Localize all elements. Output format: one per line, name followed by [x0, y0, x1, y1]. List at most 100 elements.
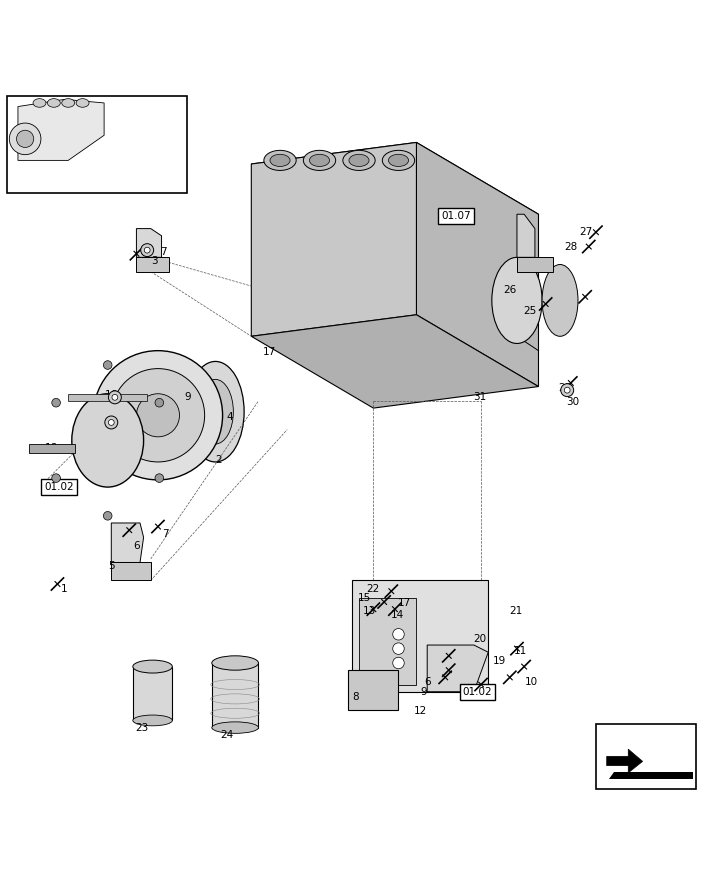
Text: 26: 26 — [503, 285, 516, 295]
Text: 13: 13 — [363, 606, 376, 615]
Circle shape — [105, 416, 118, 429]
Text: 15: 15 — [358, 593, 371, 603]
Ellipse shape — [343, 150, 375, 170]
Circle shape — [136, 393, 180, 437]
Ellipse shape — [197, 379, 233, 444]
Circle shape — [9, 123, 41, 155]
Ellipse shape — [383, 150, 415, 170]
Text: 30: 30 — [566, 397, 579, 408]
Polygon shape — [111, 562, 151, 581]
Text: 4: 4 — [226, 412, 233, 422]
Polygon shape — [427, 645, 488, 692]
Polygon shape — [416, 142, 538, 386]
Text: 28: 28 — [564, 242, 577, 251]
Circle shape — [155, 399, 164, 407]
Ellipse shape — [187, 361, 244, 462]
Polygon shape — [251, 142, 416, 337]
Circle shape — [393, 657, 404, 669]
Ellipse shape — [492, 258, 542, 344]
Bar — [212, 663, 258, 727]
Text: 25: 25 — [523, 306, 536, 316]
Ellipse shape — [47, 99, 60, 107]
Text: 7: 7 — [162, 528, 169, 539]
Text: 01.07: 01.07 — [441, 210, 471, 221]
Text: 8: 8 — [352, 692, 359, 702]
Text: 9: 9 — [420, 686, 427, 697]
Text: 2: 2 — [215, 455, 223, 464]
Ellipse shape — [309, 155, 330, 166]
Text: 6: 6 — [133, 541, 140, 551]
Circle shape — [393, 643, 404, 654]
Text: 01.02: 01.02 — [462, 686, 493, 697]
Bar — [596, 724, 696, 789]
Text: 10: 10 — [525, 678, 538, 687]
Text: 23: 23 — [136, 723, 149, 733]
Text: 18: 18 — [45, 442, 58, 453]
Text: 14: 14 — [87, 421, 100, 431]
Ellipse shape — [72, 393, 144, 488]
Ellipse shape — [212, 722, 258, 733]
Ellipse shape — [62, 99, 75, 107]
Text: 20: 20 — [473, 634, 486, 645]
Ellipse shape — [304, 150, 335, 170]
Text: 6: 6 — [424, 678, 431, 687]
Circle shape — [103, 361, 112, 369]
Circle shape — [561, 384, 574, 397]
Ellipse shape — [76, 99, 89, 107]
Ellipse shape — [133, 715, 172, 725]
Text: 17: 17 — [263, 347, 276, 357]
Text: 22: 22 — [367, 584, 380, 594]
Ellipse shape — [349, 155, 369, 166]
Bar — [359, 599, 416, 685]
Text: 27: 27 — [579, 227, 592, 237]
Polygon shape — [607, 749, 643, 773]
Polygon shape — [251, 314, 538, 408]
Circle shape — [93, 351, 223, 480]
Circle shape — [141, 243, 154, 257]
Text: 29: 29 — [559, 383, 572, 393]
Text: 5: 5 — [108, 561, 115, 571]
Polygon shape — [609, 773, 693, 779]
Text: 9: 9 — [185, 392, 192, 402]
Polygon shape — [29, 444, 75, 454]
Polygon shape — [251, 142, 538, 236]
Ellipse shape — [33, 99, 46, 107]
Text: 12: 12 — [414, 706, 426, 716]
Polygon shape — [111, 523, 144, 562]
Ellipse shape — [264, 150, 296, 170]
Circle shape — [111, 369, 205, 462]
Text: 19: 19 — [493, 656, 505, 666]
Ellipse shape — [212, 656, 258, 670]
Text: 24: 24 — [220, 730, 233, 740]
Circle shape — [52, 474, 60, 482]
Circle shape — [393, 629, 404, 640]
Bar — [133, 667, 172, 720]
Text: 21: 21 — [509, 606, 522, 615]
Text: 3: 3 — [151, 256, 158, 266]
Circle shape — [108, 419, 114, 425]
Text: 16: 16 — [105, 390, 118, 400]
Polygon shape — [517, 214, 535, 258]
Text: 14: 14 — [391, 610, 404, 620]
Text: 31: 31 — [473, 392, 486, 402]
Polygon shape — [136, 228, 162, 258]
Circle shape — [103, 511, 112, 520]
Bar — [7, 96, 187, 193]
Circle shape — [52, 399, 60, 407]
Circle shape — [155, 474, 164, 482]
Text: 17: 17 — [398, 599, 411, 608]
Bar — [348, 670, 398, 710]
Polygon shape — [517, 258, 553, 272]
Ellipse shape — [133, 660, 172, 673]
Text: 7: 7 — [160, 247, 167, 257]
Text: 1: 1 — [61, 584, 68, 594]
Text: 01.02: 01.02 — [44, 482, 74, 492]
Circle shape — [564, 387, 570, 393]
Text: 11: 11 — [514, 646, 527, 655]
Circle shape — [17, 131, 34, 147]
Bar — [352, 581, 488, 692]
Circle shape — [108, 391, 121, 404]
Polygon shape — [68, 393, 147, 400]
Polygon shape — [18, 99, 104, 161]
Ellipse shape — [388, 155, 409, 166]
